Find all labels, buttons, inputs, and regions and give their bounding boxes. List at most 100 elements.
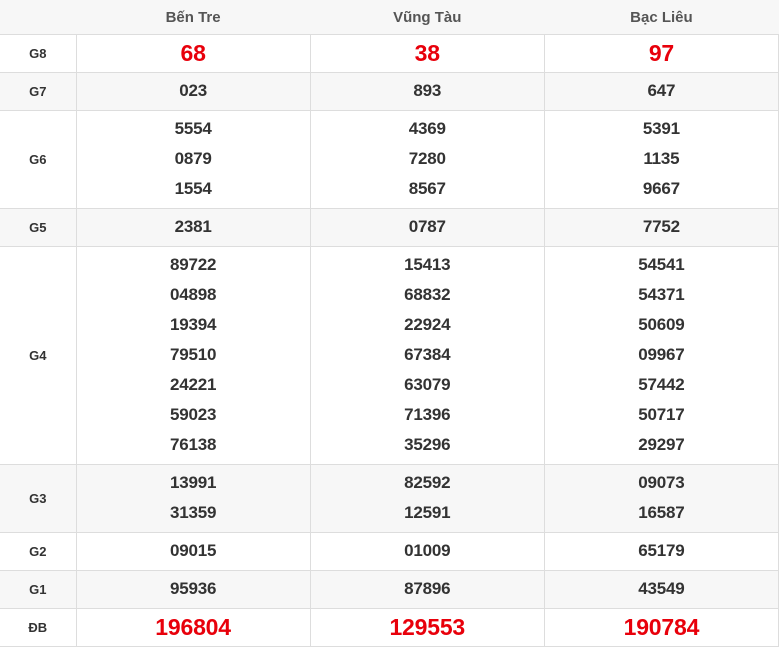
result-number: 2381	[174, 217, 212, 236]
result-number: 54371	[638, 285, 685, 304]
result-cell: 7752	[543, 208, 780, 247]
result-cell: 87896	[309, 570, 545, 609]
result-number: 63079	[404, 375, 451, 394]
result-cell: 43549	[543, 570, 780, 609]
result-number: 19394	[169, 315, 217, 334]
result-number: 43549	[638, 579, 685, 598]
result-cell: 01009	[309, 532, 545, 571]
result-number: 82592	[404, 473, 451, 492]
prize-column-header	[0, 0, 76, 35]
result-cell: 647	[543, 72, 780, 111]
result-number: 5554	[174, 119, 212, 138]
result-cell: 97	[543, 34, 780, 73]
result-number: 89722	[169, 255, 217, 274]
result-cell: 893	[309, 72, 545, 111]
result-number: 196804	[155, 614, 231, 640]
prize-label: G2	[0, 532, 77, 571]
result-number: 129553	[389, 614, 466, 640]
result-number: 50609	[638, 315, 685, 334]
result-number: 9667	[642, 179, 680, 198]
result-number: 15413	[404, 255, 451, 274]
prize-row-g4: G4 89722 04898 19394 79510 24221 59023 76138 154…	[0, 246, 780, 465]
result-cell: 0787	[309, 208, 545, 247]
result-number: 87896	[404, 579, 451, 598]
prize-row-g8: G8 68 38 97	[0, 34, 780, 73]
result-cell: 190784	[543, 608, 780, 647]
result-cell: 54541 54371 50609 09967 57442 50717 29297	[543, 246, 780, 465]
result-number: 76138	[169, 435, 217, 454]
province-header-vung-tau: Vũng Tàu	[310, 0, 545, 35]
prize-row-g1: G1 95936 87896 43549	[0, 570, 780, 609]
prize-row-g7: G7 023 893 647	[0, 72, 780, 111]
result-number: 50717	[638, 405, 685, 424]
result-cell: 89722 04898 19394 79510 24221 59023 76138	[75, 246, 311, 465]
result-cell: 68	[75, 34, 311, 73]
province-header-bac-lieu: Bạc Liêu	[544, 0, 779, 35]
result-number: 04898	[169, 285, 217, 304]
result-cell: 09015	[75, 532, 311, 571]
prize-row-g5: G5 2381 0787 7752	[0, 208, 780, 247]
result-number: 190784	[623, 614, 700, 640]
result-number: 09073	[638, 473, 685, 492]
result-number: 22924	[404, 315, 451, 334]
prize-label: G5	[0, 208, 77, 247]
result-cell: 09073 16587	[543, 464, 780, 533]
result-number: 12591	[404, 503, 451, 522]
prize-label: G1	[0, 570, 77, 609]
result-number: 0787	[408, 217, 446, 236]
prize-label: G7	[0, 72, 77, 111]
prize-row-g2: G2 09015 01009 65179	[0, 532, 780, 571]
prize-label: G8	[0, 34, 77, 73]
result-number: 38	[414, 40, 440, 66]
result-number: 79510	[169, 345, 217, 364]
result-number: 35296	[404, 435, 451, 454]
result-number: 59023	[169, 405, 217, 424]
prize-label: G6	[0, 110, 77, 209]
result-number: 57442	[638, 375, 685, 394]
result-cell: 196804	[75, 608, 311, 647]
result-number: 24221	[169, 375, 217, 394]
result-number: 8567	[408, 179, 446, 198]
result-number: 09015	[169, 541, 217, 560]
result-number: 647	[647, 81, 676, 100]
prize-label: ĐB	[0, 608, 77, 647]
prize-label: G3	[0, 464, 77, 533]
result-number: 16587	[638, 503, 685, 522]
prize-row-g6: G6 5554 0879 1554 4369 7280 8567 5391 1135 9667	[0, 110, 780, 209]
result-number: 71396	[404, 405, 451, 424]
result-number: 0879	[174, 149, 212, 168]
header-row: Bến Tre Vũng Tàu Bạc Liêu	[0, 0, 779, 35]
result-number: 4369	[408, 119, 446, 138]
result-cell: 023	[75, 72, 311, 111]
result-cell: 95936	[75, 570, 311, 609]
prize-label: G4	[0, 246, 77, 465]
result-cell: 82592 12591	[309, 464, 545, 533]
result-number: 68832	[404, 285, 451, 304]
result-number: 7752	[642, 217, 680, 236]
result-number: 1135	[643, 149, 680, 168]
result-number: 7280	[408, 149, 446, 168]
result-number: 01009	[404, 541, 451, 560]
result-number: 023	[179, 81, 207, 100]
prize-row-g3: G3 13991 31359 82592 12591 09073 16587	[0, 464, 780, 533]
province-header-ben-tre: Bến Tre	[76, 0, 311, 35]
result-number: 893	[413, 81, 442, 100]
result-cell: 2381	[75, 208, 311, 247]
result-number: 09967	[638, 345, 685, 364]
result-cell: 15413 68832 22924 67384 63079 71396 35296	[309, 246, 545, 465]
result-number: 65179	[638, 541, 685, 560]
result-number: 13991	[169, 473, 217, 492]
result-number: 97	[648, 40, 674, 66]
result-cell: 5554 0879 1554	[75, 110, 311, 209]
result-cell: 4369 7280 8567	[309, 110, 545, 209]
result-number: 29297	[638, 435, 685, 454]
result-cell: 13991 31359	[75, 464, 311, 533]
result-number: 54541	[638, 255, 685, 274]
result-cell: 129553	[309, 608, 545, 647]
result-number: 95936	[169, 579, 217, 598]
prize-row-đb: ĐB 196804 129553 190784	[0, 608, 780, 647]
result-cell: 38	[309, 34, 545, 73]
result-number: 1554	[174, 179, 212, 198]
result-number: 67384	[404, 345, 451, 364]
